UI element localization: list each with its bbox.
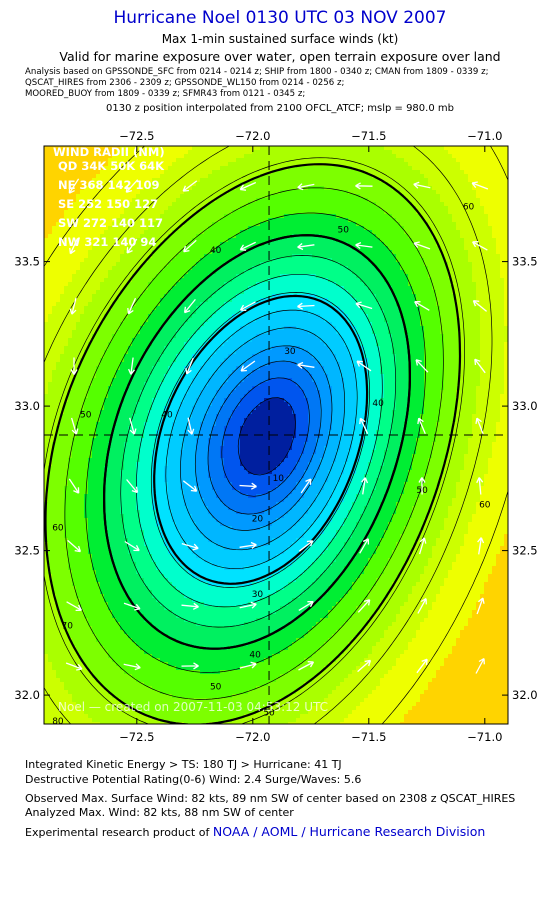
contour-label: 40 bbox=[372, 399, 384, 409]
analyzed-max-wind: Analyzed Max. Wind: 82 kts, 88 nm SW of … bbox=[25, 806, 294, 819]
wind-radii-header: QD 34K 50K 64K bbox=[58, 159, 165, 173]
x-tick-label-bottom: −72.0 bbox=[235, 730, 270, 744]
contour-label: 60 bbox=[479, 500, 491, 510]
x-tick-label-top: −71.0 bbox=[467, 129, 502, 143]
y-tick-label-left: 32.5 bbox=[14, 544, 40, 558]
contour-label: 70 bbox=[409, 726, 421, 736]
contour-label: 40 bbox=[161, 411, 173, 421]
y-tick-label-left: 33.5 bbox=[14, 255, 40, 269]
wind-radii-row: NE 368 142 109 bbox=[58, 178, 160, 192]
contour-label: 50 bbox=[416, 486, 428, 496]
wind-radii-row: SE 252 150 127 bbox=[58, 197, 158, 211]
y-tick-label-right: 33.0 bbox=[512, 399, 538, 413]
wind-field-chart: 10203030404040405050505050606060707080WI… bbox=[0, 0, 560, 760]
y-tick-label-right: 33.5 bbox=[512, 255, 538, 269]
y-tick-label-left: 32.0 bbox=[14, 688, 40, 702]
wind-radii-row: SW 272 140 117 bbox=[58, 216, 163, 230]
contour-label: 50 bbox=[338, 226, 350, 236]
wind-radii-title: WIND RADII (NM) bbox=[53, 145, 165, 159]
wind-radii-row: NW 321 140 94 bbox=[58, 235, 156, 249]
credit-org-link[interactable]: NOAA / AOML / Hurricane Research Divisio… bbox=[213, 824, 485, 839]
contour-label: 50 bbox=[210, 682, 222, 692]
x-tick-label-bottom: −71.0 bbox=[467, 730, 502, 744]
x-tick-label-top: −71.5 bbox=[351, 129, 386, 143]
contour-label: 50 bbox=[80, 411, 92, 421]
contour-label: 10 bbox=[273, 474, 285, 484]
plot-area: 10203030404040405050505050606060707080WI… bbox=[44, 145, 512, 736]
contour-label: 30 bbox=[284, 347, 296, 357]
x-tick-label-top: −72.5 bbox=[119, 129, 154, 143]
contour-label: 40 bbox=[249, 651, 261, 661]
watermark: Noel — created on 2007-11-03 04:53:12 UT… bbox=[58, 700, 328, 714]
contour-label: 20 bbox=[252, 515, 264, 525]
y-tick-label-right: 32.5 bbox=[512, 544, 538, 558]
dpr-line: Destructive Potential Rating(0-6) Wind: … bbox=[25, 773, 361, 786]
contour-label: 40 bbox=[210, 246, 222, 256]
contour-label: 60 bbox=[463, 203, 475, 213]
contour-label: 70 bbox=[61, 622, 73, 632]
y-tick-label-right: 32.0 bbox=[512, 688, 538, 702]
x-tick-label-bottom: −71.5 bbox=[351, 730, 386, 744]
contour-label: 30 bbox=[252, 590, 264, 600]
observed-max-wind: Observed Max. Surface Wind: 82 kts, 89 n… bbox=[25, 792, 515, 805]
credit-prefix: Experimental research product of bbox=[25, 826, 213, 839]
credit-line: Experimental research product of NOAA / … bbox=[25, 824, 485, 839]
y-tick-label-left: 33.0 bbox=[14, 399, 40, 413]
contour-label: 80 bbox=[52, 717, 64, 727]
x-tick-label-bottom: −72.5 bbox=[119, 730, 154, 744]
contour-label: 60 bbox=[52, 523, 64, 533]
x-tick-label-top: −72.0 bbox=[235, 129, 270, 143]
ike-line: Integrated Kinetic Energy > TS: 180 TJ >… bbox=[25, 758, 342, 771]
